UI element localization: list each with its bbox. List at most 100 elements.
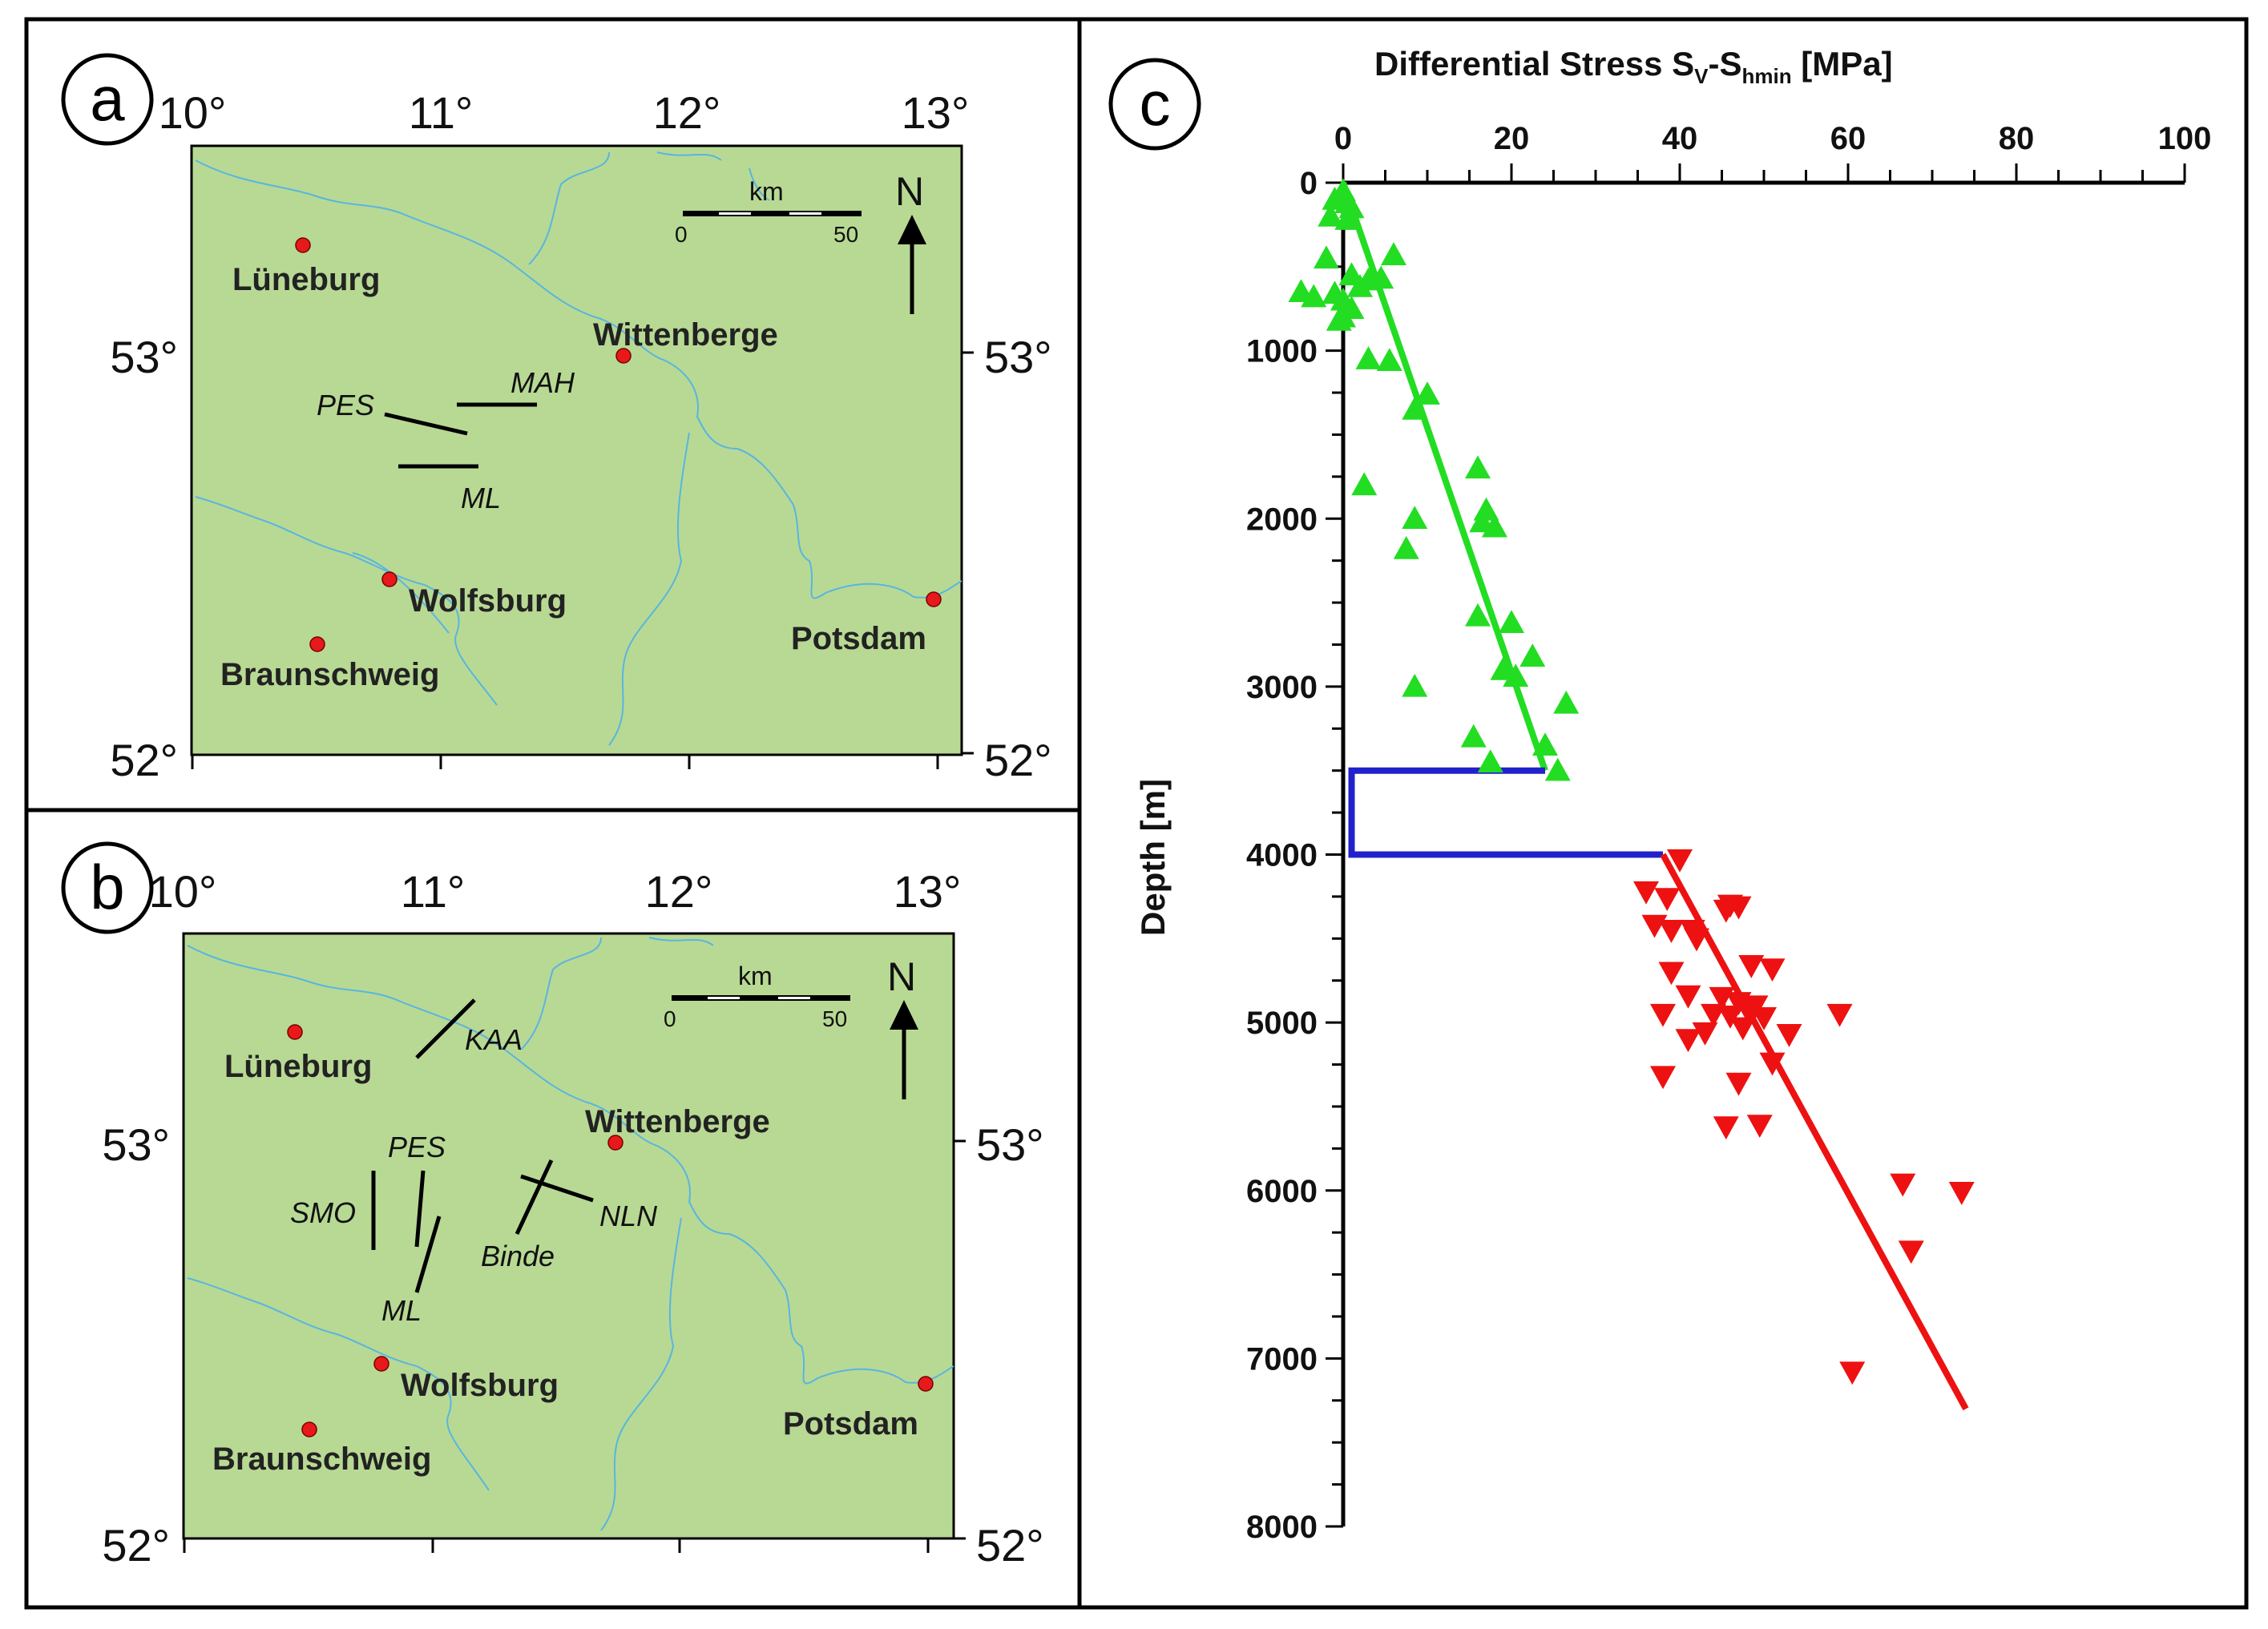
y-tick-label: 3000: [1246, 670, 1318, 705]
lat-label-53-right-a: 53°: [984, 332, 1052, 382]
map-a-background: [190, 144, 963, 756]
x-axis-title: Differential Stress SV-Shmin [MPa]: [1374, 45, 1893, 88]
data-point-up: [1381, 242, 1406, 265]
data-point-up: [1334, 207, 1361, 230]
data-point-down: [1839, 1361, 1866, 1385]
lon-label-13-a: 13°: [902, 87, 970, 138]
city-label-wittenberge-b: Wittenberge: [585, 1104, 770, 1139]
city-marker-wolfsburg-b: [373, 1356, 389, 1372]
data-point-up: [1301, 284, 1327, 308]
data-point-up: [1402, 673, 1428, 697]
data-point-up: [1490, 656, 1516, 680]
data-point-down: [1650, 1003, 1676, 1027]
scale-unit-b: km: [738, 962, 773, 990]
data-point-up: [1376, 348, 1402, 372]
lat-label-52-left-b: 52°: [102, 1520, 170, 1571]
map-panel-b: KAA PES SMO ML Binde NLN Lüneburg Witten…: [61, 841, 1044, 1571]
city-label-potsdam-a: Potsdam: [791, 621, 926, 656]
data-point-down: [1746, 1115, 1773, 1138]
frame-ticks-a: [191, 351, 974, 769]
fault-pes-a: [384, 412, 468, 436]
figure-frame: [24, 17, 2249, 1610]
data-point-up: [1402, 396, 1428, 420]
y-tick-label: 6000: [1246, 1174, 1318, 1209]
y-tick-label: 7000: [1246, 1341, 1318, 1377]
fault-kaa-b: [415, 998, 476, 1059]
map-panel-a: PES MAH ML Lüneburg Wittenberge Wolfsbur…: [61, 53, 1052, 785]
data-point-down: [1759, 958, 1786, 982]
lon-label-11-b: 11°: [401, 866, 466, 917]
x-tick-label: 0: [1334, 121, 1352, 156]
fault-label-pes-a: PES: [317, 389, 374, 421]
lon-label-12-a: 12°: [653, 87, 721, 138]
data-point-up: [1414, 381, 1440, 405]
data-point-down: [1948, 1182, 1975, 1205]
city-marker-braunschweig-a: [309, 636, 325, 652]
north-label-a: N: [895, 169, 924, 214]
data-point-down: [1692, 1022, 1718, 1046]
data-point-up: [1499, 610, 1524, 634]
city-marker-potsdam-b: [918, 1376, 934, 1392]
data-point-down: [1684, 928, 1709, 952]
city-marker-lueneburg-a: [295, 237, 311, 253]
rivers-a: [195, 151, 962, 746]
data-point-up: [1393, 535, 1419, 559]
data-point-down: [1738, 955, 1765, 978]
scale-unit-a: km: [749, 177, 784, 206]
fault-label-nln-b: NLN: [599, 1200, 658, 1232]
data-point-up: [1326, 307, 1352, 331]
city-label-braunschweig-b: Braunschweig: [212, 1442, 431, 1477]
lon-label-11-a: 11°: [409, 87, 474, 138]
lat-label-53-left-b: 53°: [102, 1119, 170, 1170]
frame-ticks-b: [183, 1139, 966, 1553]
y-tick-label: 4000: [1246, 838, 1318, 873]
stress-profile-line: [1348, 767, 1663, 858]
data-point-down: [1776, 1023, 1802, 1047]
x-axis-title-sub1: V: [1694, 64, 1709, 88]
y-tick-label: 8000: [1246, 1510, 1318, 1545]
fit-line-lower: [1660, 853, 1969, 1411]
x-tick-label: 40: [1662, 121, 1698, 156]
city-label-lueneburg-a: Lüneburg: [232, 262, 380, 297]
data-point-down: [1729, 1017, 1756, 1041]
fault-label-smo-b: SMO: [290, 1196, 356, 1229]
scale-min-b: 0: [664, 1006, 676, 1031]
panel-label-circle-c: [1108, 58, 1201, 151]
data-point-down: [1675, 1029, 1701, 1053]
data-point-up: [1368, 265, 1394, 289]
lon-label-12-b: 12°: [645, 866, 713, 917]
data-point-up: [1355, 346, 1382, 369]
fault-label-mah-a: MAH: [511, 366, 575, 399]
panel-letter-c: c: [1140, 68, 1171, 139]
north-arrow-icon-b: [890, 1000, 918, 1099]
data-point-down: [1717, 1005, 1743, 1029]
fault-label-ml-a: ML: [461, 482, 501, 514]
data-point-down: [1898, 1240, 1924, 1264]
faults-a: [384, 402, 537, 469]
city-label-lueneburg-b: Lüneburg: [224, 1049, 372, 1084]
north-label-b: N: [887, 954, 916, 999]
city-label-wolfsburg-b: Wolfsburg: [401, 1368, 559, 1403]
data-point-up: [1477, 749, 1503, 773]
y-axis-title: Depth [m]: [1134, 779, 1172, 936]
fault-label-ml-b: ML: [381, 1294, 422, 1327]
city-marker-wittenberge-b: [607, 1135, 623, 1151]
data-point-down: [1658, 962, 1685, 986]
fault-nln-b: [520, 1174, 594, 1203]
x-tick-label: 100: [2158, 121, 2212, 156]
lat-label-53-right-b: 53°: [976, 1119, 1044, 1170]
data-point-down: [1826, 1003, 1853, 1027]
city-label-wittenberge-a: Wittenberge: [593, 317, 778, 353]
panel-label-circle-a: [61, 53, 154, 146]
faults-b: [371, 998, 594, 1293]
city-label-wolfsburg-a: Wolfsburg: [409, 583, 567, 619]
data-point-down: [1713, 1116, 1739, 1140]
map-b-background: [182, 932, 955, 1540]
data-point-up: [1519, 643, 1546, 667]
data-point-up: [1347, 273, 1373, 297]
data-point-down: [1654, 888, 1681, 912]
x-axis-title-main: Differential Stress S: [1374, 45, 1694, 83]
city-marker-wolfsburg-a: [381, 571, 398, 587]
x-tick-label: 60: [1830, 121, 1866, 156]
